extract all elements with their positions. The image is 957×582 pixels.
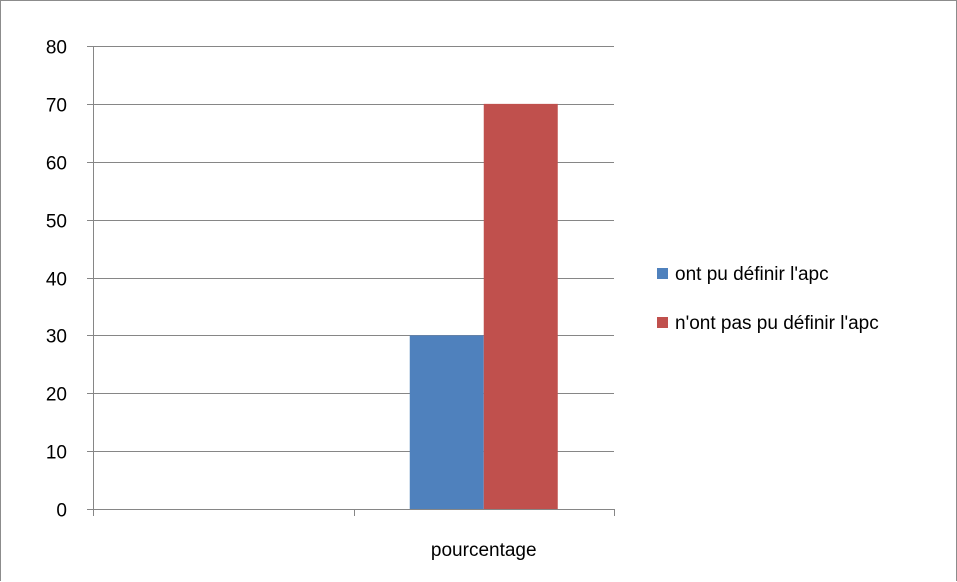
y-tick-label: 80 (46, 38, 67, 59)
legend-swatch (657, 317, 668, 328)
bars (409, 103, 558, 509)
bar (409, 335, 484, 509)
legend-label: n'ont pas pu définir l'apc (675, 313, 879, 334)
y-tick-label: 30 (46, 327, 67, 348)
y-axis-ticks: 0 10 20 30 40 50 60 70 80 (46, 38, 67, 522)
legend-swatch (657, 268, 668, 279)
y-tick-label: 10 (46, 443, 67, 464)
x-axis-labels: pourcentage (431, 540, 537, 561)
legend-label: ont pu définir l'apc (675, 264, 829, 285)
y-tick-label: 70 (46, 96, 67, 117)
x-category-label: pourcentage (431, 540, 537, 561)
gridlines (87, 46, 614, 452)
y-tick-label: 50 (46, 212, 67, 233)
axes (87, 46, 615, 516)
bar (483, 103, 558, 509)
legend-item[interactable]: ont pu définir l'apc (657, 264, 829, 285)
y-tick-label: 40 (46, 270, 67, 291)
legend[interactable]: ont pu définir l'apc n'ont pas pu définir… (657, 264, 879, 334)
y-tick-label: 60 (46, 154, 67, 175)
y-tick-label: 20 (46, 385, 67, 406)
y-tick-label: 0 (56, 501, 67, 522)
legend-item[interactable]: n'ont pas pu définir l'apc (657, 313, 879, 334)
